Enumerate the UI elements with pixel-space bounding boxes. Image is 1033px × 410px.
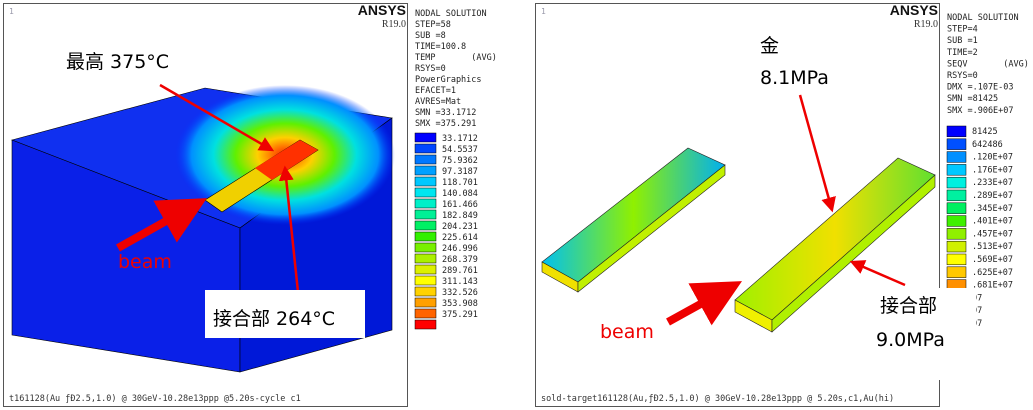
marker: 1: [9, 7, 14, 16]
legend-swatch: [415, 166, 436, 175]
info-line: SUB =1: [947, 36, 978, 46]
marker: 1: [541, 7, 546, 16]
legend-label: 268.379: [442, 255, 478, 265]
legend-swatch: [415, 309, 436, 318]
legend-swatch: [415, 265, 436, 274]
annotation: beam: [600, 321, 654, 343]
legend-label: 289.761: [442, 266, 478, 276]
legend-label: 33.1712: [442, 134, 478, 144]
legend-label: .681E+07: [972, 281, 1013, 291]
annotation: 接合部: [880, 295, 937, 317]
legend-swatch: [415, 177, 436, 186]
legend-label: 97.3187: [442, 167, 478, 177]
legend-swatch: [947, 164, 966, 175]
info-line: SMX =375.291: [415, 119, 476, 129]
legend-swatch: [947, 254, 966, 265]
annotation: 8.1MPa: [760, 67, 829, 89]
legend-label: .401E+07: [972, 217, 1013, 227]
legend-swatch: [947, 177, 966, 188]
legend-swatch: [947, 190, 966, 201]
legend-swatch: [415, 188, 436, 197]
legend-label: 311.143: [442, 277, 478, 287]
footer: sold-target161128(Au,ƒÐ2.5,1.0) @ 30GeV-…: [541, 394, 894, 404]
legend-swatch: [947, 267, 966, 278]
legend-swatch: [947, 228, 966, 239]
legend-label: 375.291: [442, 310, 478, 320]
version: R19.0: [914, 19, 938, 30]
legend-swatch: [947, 216, 966, 227]
legend-label: 54.5537: [442, 145, 478, 155]
legend-label: 225.614: [442, 233, 478, 243]
info-line: RSYS=0: [947, 71, 978, 81]
info-line: SMX =.906E+07: [947, 106, 1014, 116]
legend-swatch: [415, 276, 436, 285]
legend-label: 140.084: [442, 189, 478, 199]
info-line: NODAL SOLUTION: [947, 13, 1019, 23]
legend-swatch: [415, 320, 436, 329]
info-line: SUB =8: [415, 31, 446, 41]
annotation: 最高 375°C: [66, 51, 169, 73]
legend-swatch: [415, 287, 436, 296]
overlay: 接合部 9.0MPa: [876, 288, 976, 380]
legend-label: 182.849: [442, 211, 478, 221]
info-line: STEP=4: [947, 25, 978, 35]
info-line: NODAL SOLUTION: [415, 9, 487, 19]
legend-label: 332.526: [442, 288, 478, 298]
legend-swatch: [947, 241, 966, 252]
annotation: 金: [760, 35, 779, 57]
legend-swatch: [415, 133, 436, 142]
legend-label: .625E+07: [972, 268, 1013, 278]
legend-label: .457E+07: [972, 229, 1013, 239]
legend-label: 161.466: [442, 200, 478, 210]
info-line: TEMP (AVG): [415, 53, 497, 63]
legend-swatch: [947, 126, 966, 137]
legend-label: .176E+07: [972, 165, 1013, 175]
brand: ANSYS: [358, 2, 406, 18]
info-line: DMX =.107E-03: [947, 83, 1014, 93]
legend-swatch: [415, 243, 436, 252]
legend-label: 246.996: [442, 244, 478, 254]
legend-label: .289E+07: [972, 191, 1013, 201]
figure: 最高 375°C beam 接合部 264°C 金 8.1MPa beam 1 A…: [0, 0, 1033, 410]
legend-label: .513E+07: [972, 242, 1013, 252]
info-line: RSYS=0: [415, 64, 446, 74]
left-panel: 最高 375°C beam 接合部 264°C: [4, 4, 408, 407]
legend-label: 642486: [972, 140, 1003, 150]
legend-label: .569E+07: [972, 255, 1013, 265]
legend-label: 81425: [972, 127, 998, 137]
info-line: PowerGraphics: [415, 75, 482, 85]
legend-swatch: [947, 152, 966, 163]
legend-label: .120E+07: [972, 153, 1013, 163]
legend-label: 118.701: [442, 178, 478, 188]
legend-swatch: [947, 139, 966, 150]
legend-swatch: [415, 298, 436, 307]
info-line: SMN =81425: [947, 94, 998, 104]
legend-label: .233E+07: [972, 178, 1013, 188]
legend-label: 75.9362: [442, 156, 478, 166]
legend-swatch: [947, 203, 966, 214]
legend-swatch: [415, 155, 436, 164]
legend-swatch: [415, 221, 436, 230]
info-line: SMN =33.1712: [415, 108, 476, 118]
annotation: beam: [118, 251, 172, 273]
legend-label: 204.231: [442, 222, 478, 232]
legend-label: .345E+07: [972, 204, 1013, 214]
info-line: TIME=2: [947, 48, 978, 58]
legend-swatch: [415, 199, 436, 208]
brand: ANSYS: [890, 2, 938, 18]
annotation: 接合部 264°C: [213, 308, 335, 330]
footer: t161128(Au ƒÐ2.5,1.0) @ 30GeV-10.28e13pp…: [9, 394, 301, 404]
info-line: EFACET=1: [415, 86, 456, 96]
legend-swatch: [415, 144, 436, 153]
info-line: TIME=100.8: [415, 42, 466, 52]
legend-swatch: [415, 232, 436, 241]
legend-swatch: [415, 210, 436, 219]
version: R19.0: [382, 19, 406, 30]
info-line: STEP=58: [415, 20, 451, 30]
legend-swatch: [415, 254, 436, 263]
legend-label: 353.908: [442, 299, 478, 309]
annotation: 9.0MPa: [876, 329, 945, 351]
info-line: SEQV (AVG): [947, 59, 1029, 69]
info-line: AVRES=Mat: [415, 97, 461, 107]
